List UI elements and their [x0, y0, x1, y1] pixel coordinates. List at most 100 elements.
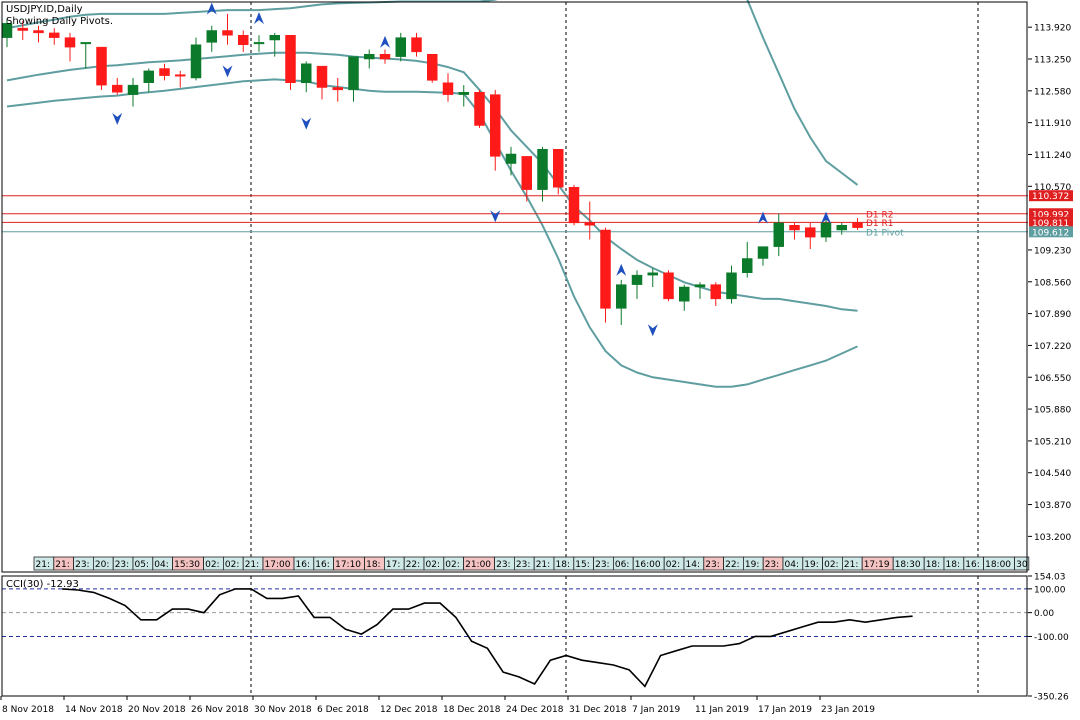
candle-body [789, 225, 800, 231]
candle [159, 63, 170, 81]
time-strip-label: 16: [965, 560, 979, 570]
time-strip-label: 14: [686, 560, 700, 570]
candle-body [285, 35, 296, 83]
candle [96, 46, 107, 90]
candle [379, 49, 391, 64]
cci-level-lines [2, 588, 1028, 637]
candle-body [143, 70, 154, 83]
candle-body [112, 84, 123, 93]
candle [663, 270, 674, 302]
time-strip-label: 02: [426, 560, 440, 570]
indicator-note: Showing Daily Pivots. [6, 16, 113, 27]
candle-body [805, 227, 816, 238]
candle-body [159, 68, 170, 76]
candle [805, 222, 816, 249]
time-strip-label: 16: [296, 560, 310, 570]
time-strip-label: 23: [516, 560, 530, 570]
time-strip-label: 18:00 [985, 560, 1011, 570]
lower-band-line [6, 78, 858, 388]
candle [710, 282, 721, 306]
cci-tick-label: -100.00 [1034, 633, 1069, 643]
pane-divider [0, 573, 1080, 576]
cci-title: CCI(30) -12.93 [6, 579, 79, 590]
time-strip-label: 23: [496, 560, 510, 570]
price-tick-label: 113.250 [1034, 56, 1071, 66]
candle-body [679, 286, 690, 302]
candle-body [553, 149, 564, 188]
price-tick-label: 104.540 [1034, 469, 1071, 479]
candle [679, 284, 690, 311]
price-tick-label: 110.570 [1034, 183, 1071, 193]
candle-body [348, 56, 359, 91]
candle-body [820, 222, 832, 238]
candle-body [96, 46, 107, 86]
candle [600, 227, 611, 323]
candle [458, 85, 469, 107]
price-tick-label: 111.240 [1034, 151, 1071, 161]
candle [253, 35, 265, 52]
time-strip-label: 21: [245, 560, 259, 570]
pivot-badge [1029, 208, 1073, 220]
candle [836, 222, 847, 235]
candle-body [127, 84, 139, 95]
candle-body [190, 44, 202, 79]
price-axis: 113.920 113.250 112.580 111.910 111.240 110.5… [1028, 24, 1071, 543]
time-strip-label: 23: [765, 560, 779, 570]
candlestick-series [1, 13, 863, 325]
time-strip-label: 16: [315, 560, 329, 570]
candle [427, 54, 438, 83]
time-strip-label: 02: [225, 560, 239, 570]
time-strip-label: 18: [556, 560, 570, 570]
candle [411, 32, 422, 57]
date-label: 17 Jan 2019 [758, 705, 812, 715]
time-strip-label: 02: [445, 560, 459, 570]
candle [726, 265, 737, 304]
candle-body [301, 63, 312, 83]
candle-body [773, 222, 784, 247]
candle-body [458, 92, 469, 95]
time-strip-label: 23: [115, 560, 129, 570]
candle [584, 201, 595, 240]
candle-body [379, 54, 391, 60]
candle-body [505, 153, 517, 164]
up-arrow [821, 211, 831, 224]
candle [190, 37, 202, 81]
date-label: 8 Nov 2018 [2, 705, 54, 715]
price-tick-label: 103.870 [1034, 501, 1071, 511]
price-tick-label: 109.230 [1034, 246, 1071, 256]
candle-body [521, 156, 532, 190]
up-arrow [206, 2, 217, 15]
candle [773, 213, 784, 257]
time-strip-label: 21: [536, 560, 550, 570]
time-strip-label: 21:00 [465, 560, 491, 570]
candle-body [80, 42, 91, 45]
time-strip-label: 17: [386, 560, 400, 570]
candle [348, 56, 359, 102]
cci-tick-label: -350.26 [1034, 693, 1069, 703]
candle-body [616, 284, 627, 309]
candle [238, 30, 249, 52]
pivot-label: D1 Pivot [866, 228, 904, 238]
candle [820, 218, 832, 242]
candle [521, 156, 532, 202]
candle-body [757, 246, 769, 259]
candle-body [568, 187, 580, 224]
candle-body [537, 149, 548, 190]
time-strip-label: 15:30 [174, 560, 200, 570]
pivot-label: D1 R1 [866, 219, 894, 229]
candle-body [238, 35, 249, 45]
candle-body [411, 37, 422, 53]
candle [127, 78, 139, 107]
cci-tick-label: 154.03 [1034, 573, 1066, 583]
time-strip-label: 21: [55, 560, 69, 570]
candle [143, 68, 154, 93]
candle [505, 146, 517, 176]
up-arrow [254, 12, 264, 25]
candle-body [852, 222, 863, 228]
candle-body [17, 27, 28, 31]
pivot-badge-label: 110.372 [1032, 192, 1069, 202]
candle-body [490, 94, 501, 157]
time-strip-label: 18: [946, 560, 960, 570]
